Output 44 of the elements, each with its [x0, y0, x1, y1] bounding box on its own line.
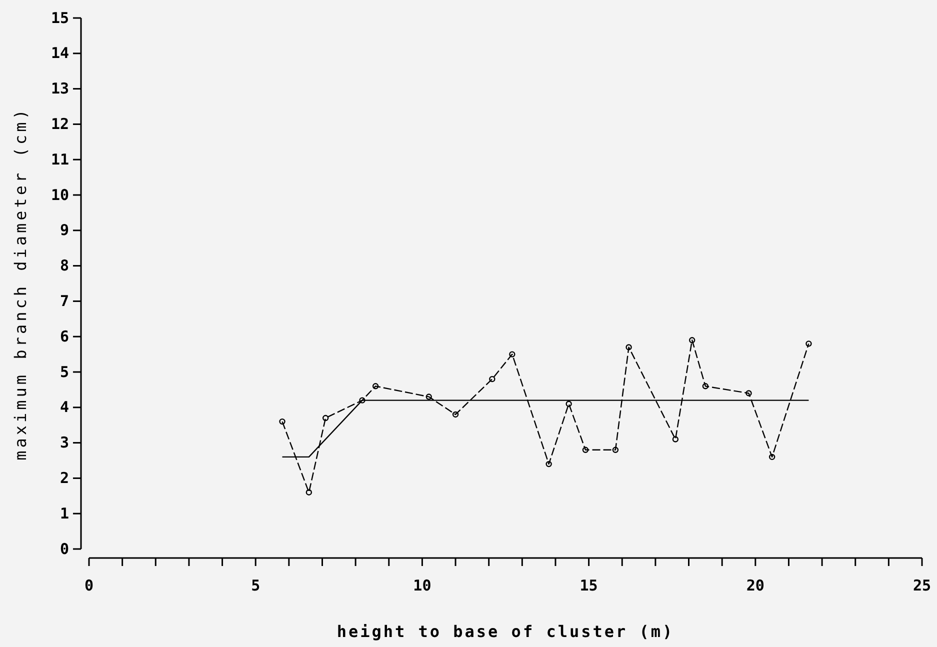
- y-tick-label: 7: [60, 292, 69, 310]
- y-tick-label: 0: [60, 540, 69, 558]
- point: [582, 446, 589, 453]
- x-tick-label: 25: [912, 576, 932, 595]
- point: [359, 397, 366, 404]
- y-tick-label: 3: [60, 434, 69, 452]
- x-tick-label: 10: [413, 576, 432, 595]
- y-tick-label: 2: [60, 469, 69, 487]
- x-tick-label: 15: [580, 576, 598, 595]
- point: [452, 411, 459, 418]
- y-tick-label: 13: [50, 80, 69, 98]
- point: [279, 418, 286, 425]
- x-tick-label: 0: [84, 576, 94, 595]
- x-tick-label: 5: [251, 576, 260, 595]
- point: [672, 436, 679, 442]
- point: [806, 340, 812, 347]
- point: [566, 400, 572, 407]
- point: [509, 351, 516, 358]
- y-tick-label: 14: [50, 44, 69, 62]
- y-tick-label: 5: [60, 362, 69, 381]
- y-tick-label: 10: [50, 186, 69, 204]
- point: [626, 344, 632, 350]
- point: [426, 394, 432, 400]
- x-tick-label: 20: [746, 576, 764, 595]
- x-axis-title: height to base of cluster (m): [336, 622, 674, 641]
- y-tick-label: 12: [50, 115, 69, 133]
- point: [702, 383, 709, 390]
- y-tick-label: 15: [50, 8, 69, 27]
- y-tick-label: 8: [60, 256, 69, 275]
- point: [546, 460, 552, 468]
- y-tick-label: 9: [60, 221, 69, 240]
- y-tick-label: 4: [60, 398, 69, 416]
- point: [612, 446, 619, 453]
- point: [746, 390, 752, 396]
- point: [322, 414, 329, 422]
- y-tick-label: 11: [50, 150, 69, 168]
- y-axis-title: maximum branch diameter (cm): [11, 106, 30, 460]
- y-tick-label: 6: [60, 327, 69, 346]
- point: [306, 489, 312, 496]
- point: [688, 337, 696, 344]
- point: [768, 454, 776, 460]
- point: [372, 383, 379, 390]
- y-tick-label: 1: [60, 504, 69, 522]
- point: [489, 376, 496, 382]
